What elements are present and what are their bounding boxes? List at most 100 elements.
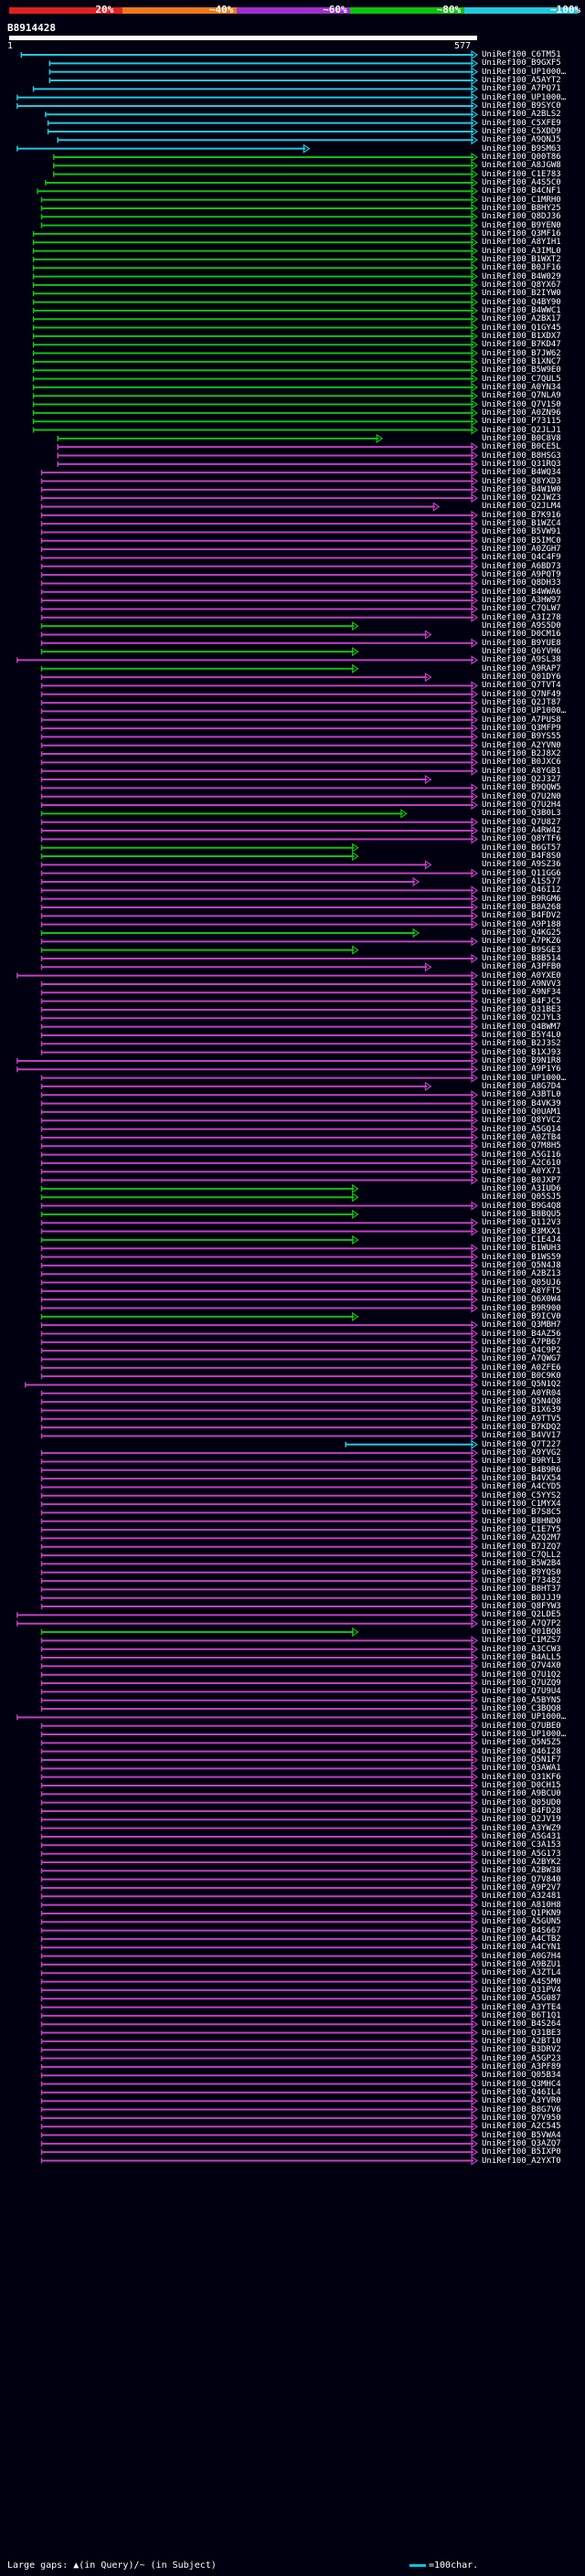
hit-label[interactable]: UniRef100_A32481 (482, 1892, 561, 1902)
hit-label[interactable]: UniRef100_B9YUE8 (482, 638, 561, 648)
hit-label[interactable]: UniRef100_A9TTV5 (482, 1414, 561, 1424)
hit-label[interactable]: UniRef100_B4WWC1 (482, 305, 561, 315)
hit-label[interactable]: UniRef100_A3YWZ9 (482, 1823, 561, 1833)
hit-label[interactable]: UniRef100_A9NF34 (482, 988, 561, 998)
hit-label[interactable]: UniRef100_A2C610 (482, 1158, 561, 1168)
hit-label[interactable]: UniRef100_B1XJ93 (482, 1047, 561, 1057)
hit-label[interactable]: UniRef100_B0JJJ9 (482, 1593, 561, 1603)
hit-label[interactable]: UniRef100_A3BTL0 (482, 1090, 561, 1100)
hit-label[interactable]: UniRef100_B4WWA6 (482, 587, 561, 597)
hit-label[interactable]: UniRef100_B9R900 (482, 1303, 561, 1313)
hit-label[interactable]: UniRef100_B1XDX7 (482, 331, 561, 341)
hit-label[interactable]: UniRef100_B9YS55 (482, 732, 561, 742)
hit-label[interactable]: UniRef100_B4ALL5 (482, 1653, 561, 1663)
hit-label[interactable]: UniRef100_C7QLL2 (482, 1551, 561, 1561)
hit-label[interactable]: UniRef100_A0ZGH7 (482, 545, 561, 555)
hit-label[interactable]: UniRef100_Q7U9U4 (482, 1687, 561, 1697)
hit-label[interactable]: UniRef100_C1MYX4 (482, 1500, 561, 1510)
hit-label[interactable]: UniRef100_Q1PKN9 (482, 1908, 561, 1918)
hit-label[interactable]: UniRef100_A9SL38 (482, 655, 561, 665)
hit-label[interactable]: UniRef100_B0CE5L (482, 442, 561, 452)
hit-label[interactable]: UniRef100_A5G173 (482, 1849, 561, 1859)
hit-label[interactable]: UniRef100_C1MRH0 (482, 195, 561, 205)
hit-label[interactable]: UniRef100_A2YVN0 (482, 740, 561, 750)
hit-label[interactable]: UniRef100_B0JXC6 (482, 758, 561, 768)
hit-label[interactable]: UniRef100_B9RYL3 (482, 1457, 561, 1467)
hit-label[interactable]: UniRef100_A7PKZ6 (482, 937, 561, 947)
hit-label[interactable]: UniRef100_Q7M8H5 (482, 1141, 561, 1151)
hit-label[interactable]: UniRef100_A0YXE0 (482, 970, 561, 981)
hit-label[interactable]: UniRef100_Q7V1S0 (482, 399, 561, 409)
hit-label[interactable]: UniRef100_Q7V840 (482, 1874, 561, 1884)
hit-label[interactable]: UniRef100_A2BLS2 (482, 110, 561, 120)
hit-label[interactable]: UniRef100_Q8FYW3 (482, 1602, 561, 1612)
hit-label[interactable]: UniRef100_B4B9R6 (482, 1465, 561, 1475)
hit-label[interactable]: UniRef100_Q5N5Z5 (482, 1738, 561, 1748)
hit-label[interactable]: UniRef100_C5XDD9 (482, 126, 561, 136)
hit-label[interactable]: UniRef100_Q8YXD3 (482, 476, 561, 486)
hit-label[interactable]: UniRef100_P73482 (482, 1576, 561, 1586)
hit-label[interactable]: UniRef100_Q7NF49 (482, 689, 561, 699)
hit-label[interactable]: UniRef100_C3A153 (482, 1840, 561, 1850)
hit-label[interactable]: UniRef100_A0YR04 (482, 1388, 561, 1398)
hit-label[interactable]: UniRef100_A9QNJ5 (482, 135, 561, 145)
hit-label[interactable]: UniRef100_B6GT57 (482, 843, 561, 853)
hit-label[interactable]: UniRef100_A7PB67 (482, 1337, 561, 1347)
hit-label[interactable]: UniRef100_Q01DY6 (482, 673, 561, 683)
hit-label[interactable]: UniRef100_B1WXT2 (482, 254, 561, 264)
hit-label[interactable]: UniRef100_Q2JT87 (482, 698, 561, 708)
hit-label[interactable]: UniRef100_Q3AZQ7 (482, 2138, 561, 2148)
hit-label[interactable]: UniRef100_B9RGM6 (482, 894, 561, 904)
hit-label[interactable]: UniRef100_A2C545 (482, 2122, 561, 2132)
hit-label[interactable]: UniRef100_Q2JWZ3 (482, 493, 561, 504)
hit-label[interactable]: UniRef100_A3HW97 (482, 596, 561, 606)
hit-label[interactable]: UniRef100_Q2JLJ1 (482, 425, 561, 435)
hit-label[interactable]: UniRef100_B2IYW0 (482, 289, 561, 299)
hit-label[interactable]: UniRef100_Q7V950 (482, 2113, 561, 2123)
hit-label[interactable]: UniRef100_Q2J327 (482, 775, 561, 785)
hit-label[interactable]: UniRef100_Q31PV4 (482, 1985, 561, 1995)
hit-label[interactable]: UniRef100_B8HND0 (482, 1516, 561, 1526)
hit-label[interactable]: UniRef100_B7S8C5 (482, 1508, 561, 1518)
hit-label[interactable]: UniRef100_B5VW91 (482, 527, 561, 537)
hit-label[interactable]: UniRef100_A3I278 (482, 612, 561, 622)
hit-label[interactable]: UniRef100_UP1000… (482, 1073, 567, 1083)
hit-label[interactable]: UniRef100_A3IUD6 (482, 1183, 561, 1193)
hit-label[interactable]: UniRef100_Q5N4Q8 (482, 1397, 561, 1407)
hit-label[interactable]: UniRef100_B5IMC0 (482, 535, 561, 546)
hit-label[interactable]: UniRef100_C1E783 (482, 169, 561, 179)
hit-label[interactable]: UniRef100_B1XNC7 (482, 356, 561, 366)
hit-label[interactable]: UniRef100_Q31RQ3 (482, 459, 561, 469)
hit-label[interactable]: UniRef100_A4S5M0 (482, 1977, 561, 1987)
hit-label[interactable]: UniRef100_A3PFB0 (482, 962, 561, 972)
hit-label[interactable]: UniRef100_B9N1R8 (482, 1055, 561, 1065)
hit-label[interactable]: UniRef100_A5G431 (482, 1831, 561, 1841)
hit-label[interactable]: UniRef100_C1E7Y5 (482, 1525, 561, 1535)
hit-label[interactable]: UniRef100_Q3AWA1 (482, 1764, 561, 1774)
hit-label[interactable]: UniRef100_Q7TVT4 (482, 681, 561, 691)
hit-label[interactable]: UniRef100_A4CTB2 (482, 1934, 561, 1944)
hit-label[interactable]: UniRef100_B9SM63 (482, 143, 561, 154)
hit-label[interactable]: UniRef100_A3PF89 (482, 2062, 561, 2072)
hit-label[interactable]: UniRef100_B4CNF1 (482, 186, 561, 196)
hit-label[interactable]: UniRef100_Q4BY90 (482, 297, 561, 307)
hit-label[interactable]: UniRef100_UP1000… (482, 1712, 567, 1723)
hit-label[interactable]: UniRef100_B8HY25 (482, 203, 561, 213)
hit-label[interactable]: UniRef100_A5G087 (482, 1994, 561, 2004)
hit-label[interactable]: UniRef100_A2BT10 (482, 2036, 561, 2046)
hit-label[interactable]: UniRef100_B9YEN0 (482, 220, 561, 230)
hit-label[interactable]: UniRef100_B4FD28 (482, 1806, 561, 1816)
hit-label[interactable]: UniRef100_UP1000… (482, 1730, 567, 1739)
hit-label[interactable]: UniRef100_D0CM16 (482, 630, 561, 640)
hit-label[interactable]: UniRef100_Q8YVC2 (482, 1116, 561, 1126)
hit-label[interactable]: UniRef100_Q05UJ6 (482, 1277, 561, 1288)
hit-label[interactable]: UniRef100_Q6YVH6 (482, 647, 561, 657)
hit-label[interactable]: UniRef100_Q46I28 (482, 1746, 561, 1756)
hit-label[interactable]: UniRef100_Q05SJ5 (482, 1193, 561, 1203)
hit-label[interactable]: UniRef100_C6TM51 (482, 50, 561, 59)
hit-label[interactable]: UniRef100_B8A268 (482, 903, 561, 912)
hit-label[interactable]: UniRef100_A8G7D4 (482, 1081, 561, 1091)
hit-label[interactable]: UniRef100_B9SGE3 (482, 945, 561, 955)
hit-label[interactable]: UniRef100_A5GQ14 (482, 1124, 561, 1134)
hit-label[interactable]: UniRef100_A0YX71 (482, 1167, 561, 1177)
